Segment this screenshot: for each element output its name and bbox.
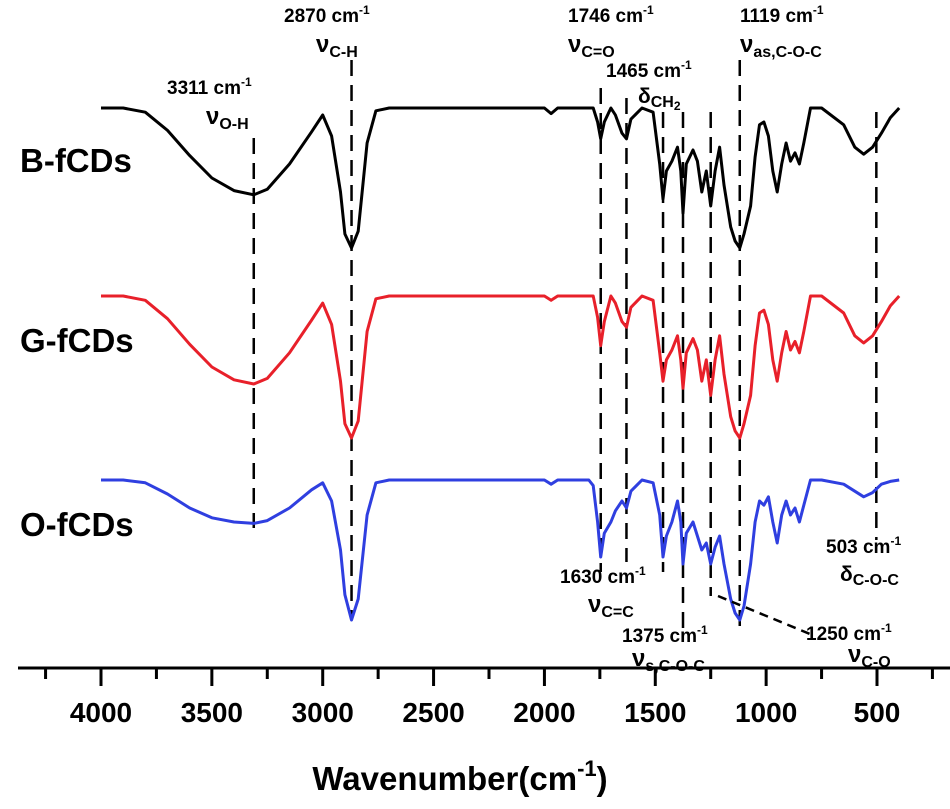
svg-text:1119 cm-1: 1119 cm-1 xyxy=(740,3,824,27)
svg-text:1630 cm-1: 1630 cm-1 xyxy=(560,564,646,588)
svg-text:503 cm-1: 503 cm-1 xyxy=(826,534,901,558)
svg-text:δCH2: δCH2 xyxy=(638,85,681,113)
x-axis-ticks: 4000 3500 3000 2500 2000 1500 1000 500 xyxy=(44,668,934,728)
series-label-b-fcds: B-fCDs xyxy=(20,142,132,179)
annotation-503: 503 cm-1 δC-O-C xyxy=(826,534,901,589)
svg-text:νC-O: νC-O xyxy=(848,641,891,671)
series-line-b-fcds xyxy=(101,106,901,250)
x-axis-title: Wavenumber(cm-1) xyxy=(312,756,607,797)
svg-text:1465 cm-1: 1465 cm-1 xyxy=(606,58,692,82)
annotation-1119: 1119 cm-1 νas,C-O-C xyxy=(740,3,824,61)
x-tick-label-1000: 1000 xyxy=(735,697,797,728)
svg-text:νC-H: νC-H xyxy=(316,31,358,61)
svg-text:νs,C-O-C: νs,C-O-C xyxy=(632,645,705,675)
svg-text:δC-O-C: δC-O-C xyxy=(840,563,899,589)
annotation-1630: 1630 cm-1 νC=C xyxy=(560,564,646,621)
annotation-1250: 1250 cm-1 νC-O xyxy=(806,621,892,671)
series-line-g-fcds xyxy=(101,294,901,440)
series-label-o-fcds: O-fCDs xyxy=(20,506,134,543)
x-tick-label-3500: 3500 xyxy=(181,697,243,728)
leader-line-1250 xyxy=(717,594,811,636)
annotation-1465: 1465 cm-1 δCH2 xyxy=(606,58,692,113)
x-tick-label-500: 500 xyxy=(854,697,901,728)
svg-text:3311 cm-1: 3311 cm-1 xyxy=(167,75,252,99)
svg-text:1746 cm-1: 1746 cm-1 xyxy=(568,3,654,27)
svg-text:νO-H: νO-H xyxy=(206,103,249,133)
series-label-g-fcds: G-fCDs xyxy=(20,322,134,359)
x-tick-label-2500: 2500 xyxy=(402,697,464,728)
svg-text:νC=O: νC=O xyxy=(568,31,615,61)
annotation-2870: 2870 cm-1 νC-H xyxy=(284,3,370,61)
annotation-1375: 1375 cm-1 νs,C-O-C xyxy=(622,623,708,675)
svg-text:2870 cm-1: 2870 cm-1 xyxy=(284,3,370,27)
x-tick-label-4000: 4000 xyxy=(70,697,132,728)
annotation-3311: 3311 cm-1 νO-H xyxy=(167,75,252,133)
series-line-o-fcds xyxy=(101,478,900,622)
svg-text:1250 cm-1: 1250 cm-1 xyxy=(806,621,892,645)
x-tick-label-1500: 1500 xyxy=(624,697,686,728)
svg-text:νC=C: νC=C xyxy=(588,591,634,621)
x-tick-label-2000: 2000 xyxy=(513,697,575,728)
annotation-1746: 1746 cm-1 νC=O xyxy=(568,3,654,61)
svg-text:1375 cm-1: 1375 cm-1 xyxy=(622,623,708,647)
x-tick-label-3000: 3000 xyxy=(292,697,354,728)
spectra xyxy=(101,106,901,622)
svg-text:νas,C-O-C: νas,C-O-C xyxy=(740,31,822,61)
